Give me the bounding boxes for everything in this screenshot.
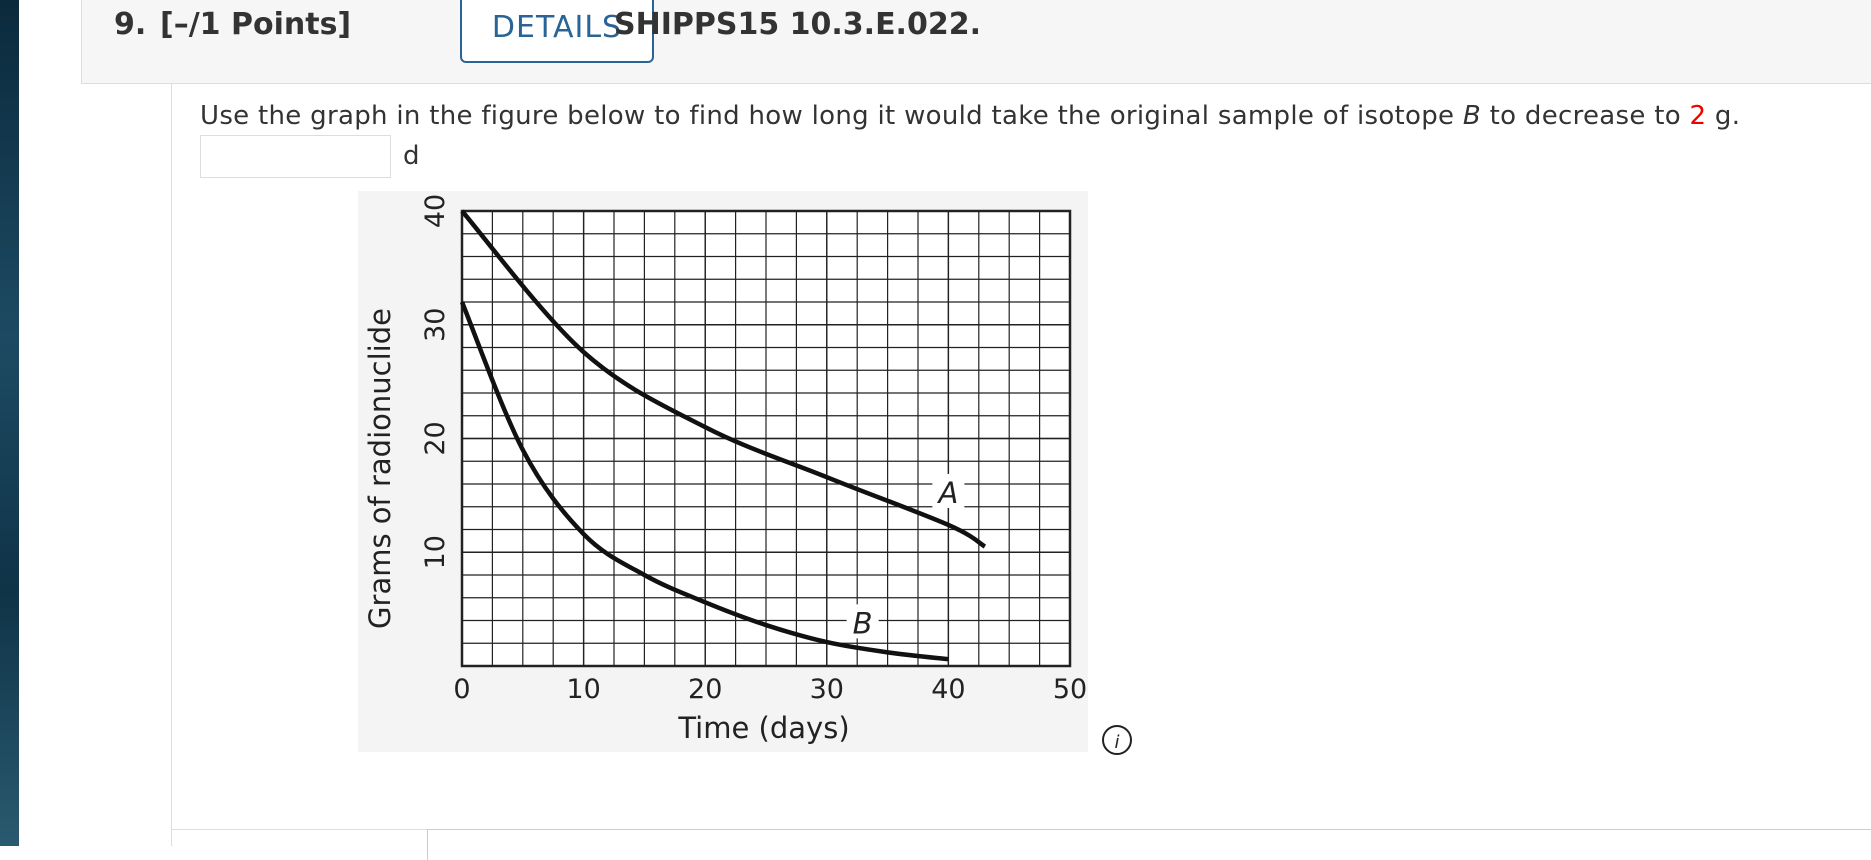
y-axis-title: Grams of radionuclide — [363, 308, 397, 629]
unit-label: d — [403, 141, 420, 171]
info-circle[interactable] — [1102, 725, 1132, 755]
question-text: Use the graph in the figure below to fin… — [200, 101, 1740, 131]
points: [–/1 Points] — [160, 7, 352, 42]
answer-input[interactable] — [200, 135, 391, 178]
question-header: 9. [–/1 Points] DETAILS SHIPPS15 10.3.E.… — [81, 0, 1871, 84]
y-tick-label: 10 — [420, 535, 451, 569]
x-tick-label: 50 — [1053, 674, 1087, 705]
question-part: Use the graph in the figure below to fin… — [200, 101, 1463, 131]
curve-label-box — [932, 473, 965, 508]
next-panel — [427, 829, 1871, 860]
info-glyph[interactable]: i — [1114, 732, 1119, 753]
y-tick-label: 30 — [420, 308, 451, 342]
question-code: SHIPPS15 10.3.E.022. — [614, 7, 981, 42]
question-part: to decrease to — [1481, 101, 1690, 131]
isotope: B — [1462, 101, 1482, 131]
x-tick-label: 10 — [566, 674, 600, 705]
x-tick-label: 40 — [931, 674, 965, 705]
x-tick-label: 20 — [688, 674, 722, 705]
amount: 2 — [1689, 101, 1707, 131]
details-tab[interactable]: DETAILS — [460, 0, 654, 63]
x-tick-label: 30 — [810, 674, 844, 705]
desktop-background — [0, 0, 19, 846]
y-tick-label: 20 — [420, 421, 451, 455]
curve-label: A — [936, 476, 958, 510]
y-tick-label: 40 — [420, 194, 451, 228]
plot-frame — [460, 209, 1072, 668]
curve-label-box — [846, 604, 879, 639]
question-number: 9. — [114, 7, 147, 42]
curve — [459, 301, 949, 662]
curve — [460, 209, 987, 549]
curve-label: B — [853, 606, 873, 640]
x-axis-title: Time (days) — [677, 711, 849, 745]
question-part: g. — [1706, 101, 1741, 131]
content-area — [171, 84, 1871, 846]
x-tick-label: 0 — [453, 674, 470, 705]
info-icon[interactable]: i — [1102, 725, 1132, 755]
